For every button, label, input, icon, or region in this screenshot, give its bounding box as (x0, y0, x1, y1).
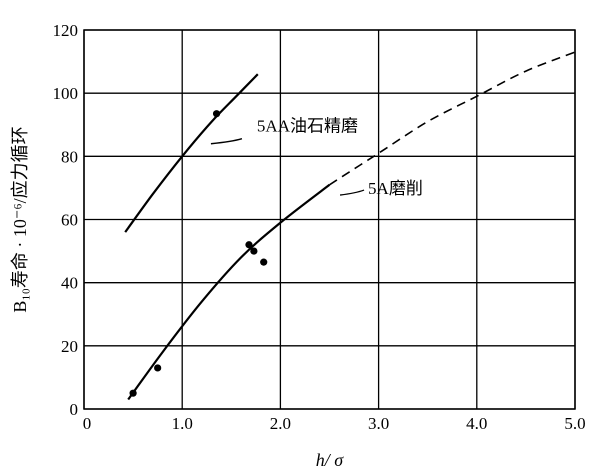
series-lines (124, 51, 576, 401)
data-point (260, 258, 268, 266)
annotation-leader (210, 137, 243, 145)
data-point (154, 364, 162, 372)
x-tick-label: 0 (83, 414, 92, 433)
y-tick-label: 20 (61, 337, 78, 356)
annotation-label: 5AA油石精磨 (257, 117, 358, 136)
y-tick-label: 80 (61, 147, 78, 166)
x-tick-labels: 0 1.0 2.0 3.0 4.0 5.0 (83, 414, 586, 433)
y-tick-label: 100 (53, 84, 79, 103)
x-axis-label: h/ σ (316, 450, 345, 470)
x-tick-label: 3.0 (368, 414, 389, 433)
grid (83, 29, 576, 410)
data-point (212, 110, 221, 118)
x-tick-label: 4.0 (466, 414, 487, 433)
data-point (129, 389, 137, 397)
x-tick-label: 5.0 (564, 414, 585, 433)
y-tick-label: 40 (61, 274, 78, 293)
annotation-leader (339, 189, 365, 196)
x-tick-label: 1.0 (172, 414, 193, 433)
y-tick-labels: 0 20 40 60 80 100 120 (53, 21, 79, 419)
annotation-label: 5A磨削 (368, 179, 423, 198)
data-point (245, 241, 253, 249)
annotations: 5AA油石精磨 5A磨削 (210, 117, 423, 198)
y-tick-label: 60 (61, 211, 78, 230)
x-tick-label: 2.0 (270, 414, 291, 433)
series-line-3 (329, 51, 576, 186)
series-line-2 (127, 183, 331, 401)
plot-frame (83, 29, 576, 410)
y-tick-label: 120 (53, 21, 79, 40)
y-axis-label: B₁₀寿命 · 10⁻⁶/应力循环 (10, 126, 30, 312)
series-line-1 (124, 73, 259, 233)
data-point (250, 247, 258, 255)
data-points (129, 110, 268, 397)
y-tick-label: 0 (70, 400, 79, 419)
